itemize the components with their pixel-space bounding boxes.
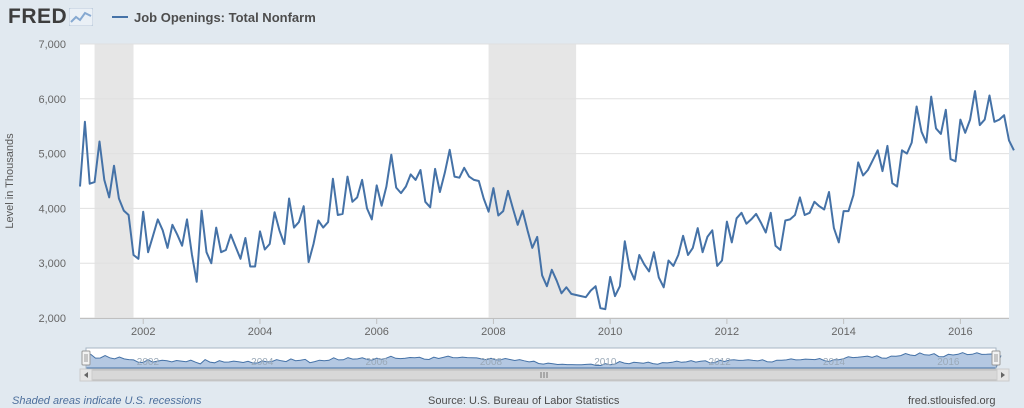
x-tick-label: 2014 [831,326,855,338]
navigator-tick-label: 2004 [251,357,274,368]
fred-logo-text: FRED [8,5,68,28]
navigator-tick-label: 2014 [823,357,846,368]
series-line [79,90,1015,311]
x-tick-label: 2002 [131,326,155,338]
navigator-tick-label: 2016 [937,357,960,368]
x-tick-label: 2016 [948,326,972,338]
navigator-tick-label: 2006 [366,357,389,368]
chevron-left-icon [84,372,88,378]
x-tick-label: 2012 [715,326,739,338]
scrollbar-right-button[interactable] [996,368,1010,382]
x-tick-label: 2004 [248,326,272,338]
legend-swatch [112,16,128,18]
navigator-tick-label: 2008 [480,357,503,368]
x-tick-label: 2006 [364,326,388,338]
navigator-handle[interactable] [991,350,1001,366]
x-tick-label: 2008 [481,326,505,338]
fred-chart-icon [69,8,94,26]
y-tick-label: 2,000 [38,313,66,325]
legend-series-label: Job Openings: Total Nonfarm [134,9,316,25]
recession-band [488,44,577,318]
site-link[interactable]: fred.stlouisfed.org [908,395,996,407]
navigator-handle[interactable] [81,350,91,366]
scrollbar-left-button[interactable] [79,368,93,382]
y-tick-label: 5,000 [38,149,66,161]
chart: 2,000 3,000 4,000 5,000 6,000 7,000 2002 2004 2… [38,39,1015,382]
navigator-tick-label: 2002 [137,357,160,368]
recession-note: Shaded areas indicate U.S. recessions [12,395,202,407]
recession-band [94,44,134,318]
y-tick-label: 7,000 [38,39,66,51]
y-tick-label: 4,000 [38,203,66,215]
x-tick-label: 2010 [598,326,622,338]
navigator-tick-label: 2010 [594,357,617,368]
y-tick-label: 6,000 [38,94,66,106]
navigator-handle-grip[interactable] [991,350,1001,366]
source-note: Source: U.S. Bureau of Labor Statistics [428,395,620,407]
navigator-series [85,352,1002,369]
legend[interactable]: Job Openings: Total Nonfarm [112,9,316,25]
chevron-right-icon [1001,372,1005,378]
y-tick-label: 3,000 [38,258,66,270]
fred-logo[interactable]: FRED [8,5,94,29]
navigator-handle-grip[interactable] [81,350,91,366]
navigator-tick-label: 2012 [709,357,732,368]
